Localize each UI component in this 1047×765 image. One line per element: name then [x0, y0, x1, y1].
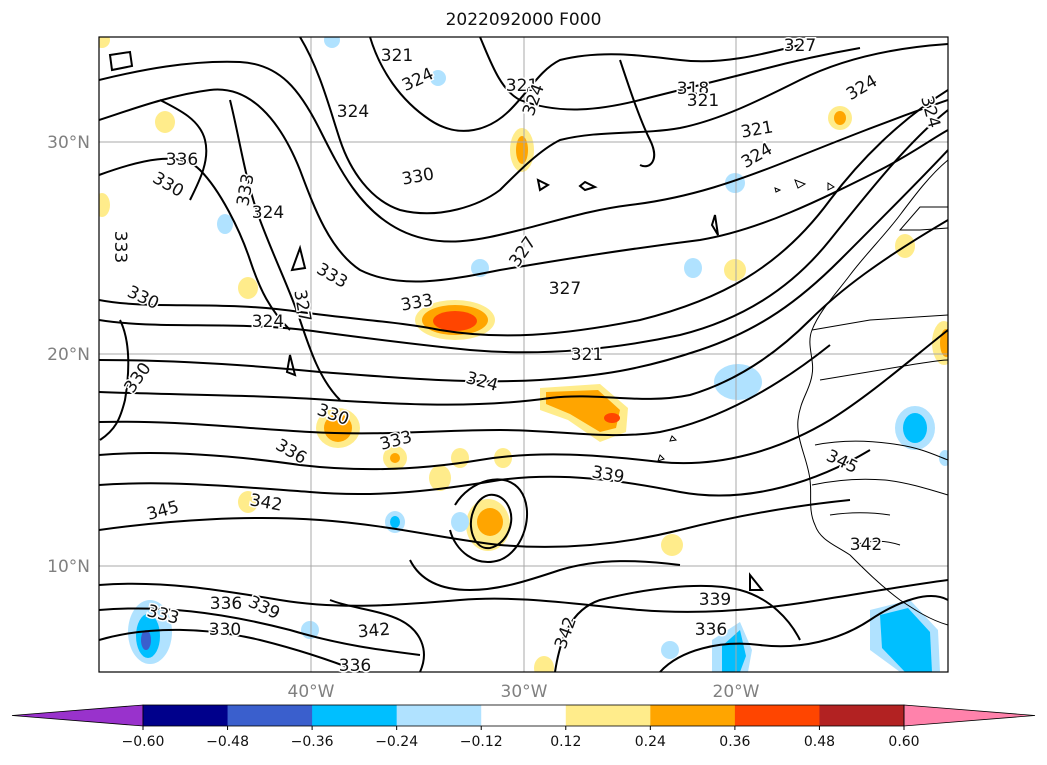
contour-label: 327: [506, 233, 541, 271]
figure-title: 2022092000 F000: [445, 10, 602, 30]
contour-label: 339: [699, 590, 731, 610]
colorbar-segment: [819, 705, 905, 726]
colorbar-tick-label: 0.24: [635, 734, 666, 750]
contour-label: 324: [399, 64, 437, 96]
colorbar-tick-label: −0.24: [375, 734, 418, 750]
contour-label: 336: [695, 620, 727, 640]
colorbar: −0.60 −0.48 −0.36 −0.24 −0.12 0.12 0.24 0.36 0.4…: [11, 704, 1036, 750]
contour-label: 324: [252, 312, 284, 332]
colorbar-outline: [142, 704, 905, 727]
colorbar-segment: [650, 705, 736, 726]
contour-label: 321: [381, 46, 413, 66]
shaded-anomaly-areas: [99, 37, 948, 672]
colorbar-segment: [396, 705, 482, 726]
lat-label: 20°N: [47, 345, 90, 365]
colorbar-segment: [734, 705, 820, 726]
colorbar-tick-label: 0.48: [804, 734, 835, 750]
lat-label: 30°N: [47, 133, 90, 153]
lon-label: 20°W: [713, 682, 760, 702]
contour-label: 321: [571, 345, 603, 365]
contour-label: 336: [210, 594, 242, 614]
contour-label: 339: [245, 592, 283, 624]
map-gridlines: [99, 37, 948, 672]
contour-label: 333: [313, 259, 351, 293]
contour-label: 342: [357, 620, 391, 643]
contour-label: 336: [339, 656, 371, 676]
contour-label: 327: [784, 36, 816, 56]
contour-label: 345: [823, 446, 861, 478]
colorbar-tick-label: −0.36: [291, 734, 334, 750]
theta-e-contours: [99, 37, 948, 672]
contour-label: 330: [209, 620, 241, 640]
contour-label: 330: [124, 282, 162, 314]
colorbar-tick-label: −0.48: [206, 734, 249, 750]
contour-label: 324: [464, 368, 501, 396]
colorbar-tick-label: 0.12: [550, 734, 581, 750]
contour-label: 327: [289, 288, 314, 323]
contour-label: 324: [843, 71, 881, 105]
contour-label: 330: [149, 168, 187, 202]
contour-label: 342: [248, 490, 283, 515]
contour-label: 321: [687, 91, 719, 111]
contour-label: 342: [850, 535, 882, 555]
contour-label: 324: [252, 203, 284, 223]
lon-label: 40°W: [288, 682, 335, 702]
colorbar-segment: [143, 705, 229, 726]
contour-label: 336: [166, 150, 198, 170]
contour-label: 318: [677, 79, 709, 99]
contour-label: 324: [337, 102, 369, 122]
colorbar-segment: [312, 705, 398, 726]
colorbar-tick-label: 0.36: [719, 734, 750, 750]
coastlines: [657, 159, 948, 626]
map-frame: [98, 36, 949, 673]
contour-label: 330: [400, 164, 435, 189]
colorbar-segment: [227, 705, 313, 726]
colorbar-tick-label: −0.60: [122, 734, 165, 750]
contour-label: 333: [378, 427, 415, 455]
lon-label: 30°W: [501, 682, 548, 702]
colorbar-extend-low: [11, 704, 144, 727]
contour-label: 333: [110, 231, 130, 263]
contour-label: 324: [916, 94, 944, 131]
contour-label: 321: [506, 76, 538, 96]
lat-label: 10°N: [47, 557, 90, 577]
contour-label: 321: [739, 117, 774, 142]
contour-label: 339: [590, 462, 625, 487]
colorbar-extend-high: [903, 704, 1036, 727]
colorbar-segment: [565, 705, 651, 726]
colorbar-tick-label: −0.12: [460, 734, 503, 750]
contour-label: 327: [549, 279, 581, 299]
colorbar-tick-label: 0.60: [888, 734, 919, 750]
colorbar-segment: [481, 705, 567, 726]
contour-label: 342: [551, 614, 581, 651]
